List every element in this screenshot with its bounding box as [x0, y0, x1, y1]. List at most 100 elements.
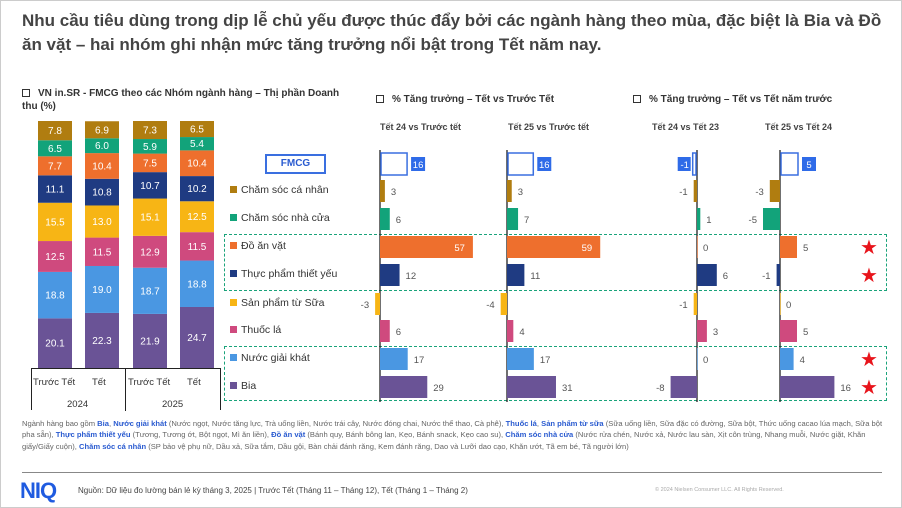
legend-swatch [230, 326, 237, 333]
note-text: (Nước rửa chén, Nước xả, Nước lau sàn, X… [22, 430, 866, 451]
fmcg-bar [691, 152, 697, 176]
x-axis-table: Trước Tết Tết Trước Tết Tết 2024 2025 [31, 368, 221, 411]
stacked-bar-segment [133, 172, 167, 199]
growth-value-label: 31 [562, 383, 573, 394]
growth-value-label: 5 [803, 243, 808, 254]
note-text: (SP bảo vệ phụ nữ, Dầu xả, Sữa tắm, Dầu … [146, 441, 629, 451]
stacked-bar-segment [85, 237, 119, 266]
growth-yoy-section-title: % Tăng trưởng – Tết vs Tết năm trước [633, 93, 832, 106]
stacked-bar-segment [180, 137, 214, 151]
stacked-bar-segment [180, 232, 214, 261]
stacked-bar-segment [133, 267, 167, 314]
growth-value-label: 0 [703, 355, 708, 366]
segment-value-label: 18.8 [187, 279, 207, 290]
stacked-bar-segment [38, 202, 72, 242]
segment-value-label: 10.4 [92, 161, 112, 172]
growth-value-label: 1 [706, 215, 711, 226]
legend-item: Đồ ăn vặt [230, 240, 286, 252]
star-icon: ★ [860, 377, 878, 399]
x-tick-label: Tết [92, 377, 106, 388]
niq-logo: NIQ [20, 478, 57, 503]
fmcg-bar [780, 152, 799, 176]
fmcg-value-label: -1 [680, 160, 688, 171]
note-text: Ngành hàng bao gồm [22, 419, 98, 428]
column-header: Tết 24 vs Tết 23 [652, 122, 720, 132]
growth-bar [380, 320, 390, 342]
stacked-bar-segment [133, 139, 167, 154]
segment-value-label: 20.1 [45, 339, 65, 350]
legend-item: Sản phẩm từ Sữa [230, 297, 325, 309]
checkbox-bullet-icon [376, 95, 384, 103]
legend-label: Thực phẩm thiết yếu [241, 268, 338, 280]
growth-value-label: -1 [762, 271, 770, 282]
growth-yoy-title-text: % Tăng trưởng – Tết vs Tết năm trước [649, 94, 833, 105]
stacked-bar-segment [180, 201, 214, 233]
legend-swatch [230, 270, 237, 277]
segment-value-label: 12.9 [140, 247, 160, 258]
segment-value-label: 19.0 [92, 285, 112, 296]
growth-bar [380, 376, 428, 398]
source-note: Nguồn: Dữ liệu đo lường bán lẻ kỳ tháng … [78, 486, 468, 495]
legend-swatch [230, 242, 237, 249]
growth-value-label: 3 [391, 187, 396, 198]
growth-value-label: 6 [396, 327, 401, 338]
growth-bar [500, 293, 507, 315]
fmcg-value-badge [411, 157, 426, 171]
growth-bar [780, 236, 797, 258]
segment-value-label: 6.0 [95, 141, 109, 152]
column-header: Tết 25 vs Trước tết [508, 122, 589, 132]
legend-label: Sản phẩm từ Sữa [241, 297, 325, 309]
growth-bar [507, 264, 525, 286]
growth-value-label: 3 [518, 187, 523, 198]
legend-label: Bia [241, 380, 257, 392]
growth-value-label: 59 [582, 243, 593, 254]
year-label: 2024 [67, 399, 89, 410]
legend-label: Nước giải khát [241, 352, 310, 364]
growth-bar [507, 376, 556, 398]
stacked-bar-segment [85, 178, 119, 206]
growth-bar [380, 348, 408, 370]
note-text: (Nước ngọt, Nước tăng lực, Trà uống liền… [166, 419, 506, 428]
growth-bar [507, 348, 534, 370]
legend-item: Thuốc lá [230, 324, 281, 336]
stacked-bar-segment [85, 138, 119, 154]
segment-value-label: 22.3 [92, 336, 112, 347]
growth-value-label: 3 [713, 327, 718, 338]
fmcg-bar [507, 152, 535, 176]
legend-swatch [230, 299, 237, 306]
stacked-bar-segment [38, 156, 72, 176]
growth-value-label: 5 [803, 327, 808, 338]
stacked-bar-segment [133, 153, 167, 173]
growth-value-label: 4 [519, 327, 524, 338]
stacked-bar-segment [133, 313, 167, 368]
stacked-bar-segment [38, 318, 72, 368]
growth-bar [697, 264, 717, 286]
note-category-name: Thực phẩm thiết yếu [55, 430, 131, 440]
growth-value-label: 0 [786, 300, 791, 311]
segment-value-label: 15.5 [45, 217, 65, 228]
year-label: 2025 [162, 399, 184, 410]
stacked-bar-segment [38, 271, 72, 319]
stacked-bar-segment [180, 260, 214, 307]
stacked-bar-segment [85, 153, 119, 179]
growth-value-label: -3 [361, 300, 369, 311]
growth-value-label: -1 [679, 187, 687, 198]
legend-swatch [230, 354, 237, 361]
stacked-bar-segment [38, 140, 72, 157]
segment-value-label: 10.2 [187, 184, 207, 195]
segment-value-label: 11.5 [188, 242, 207, 253]
segment-value-label: 21.9 [140, 336, 160, 347]
note-text: , [108, 419, 114, 428]
growth-bar [780, 293, 781, 315]
stacked-bar-segment [180, 121, 214, 138]
growth-value-label: 16 [840, 383, 851, 394]
copyright: © 2024 Nielsen Consumer LLC. All Rights … [655, 487, 784, 493]
stacked-bar-segment [38, 175, 72, 203]
growth-bar [507, 236, 601, 258]
stacked-bar-segment [85, 312, 119, 368]
stacked-bar-segment [133, 198, 167, 236]
note-text: , [536, 419, 542, 428]
legend-label: Đồ ăn vặt [241, 240, 286, 252]
highlight-box-food [224, 234, 887, 291]
stacked-bar-segment [133, 235, 167, 268]
